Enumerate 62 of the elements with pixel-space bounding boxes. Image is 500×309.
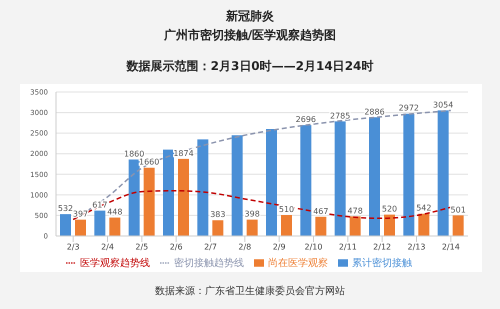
bar bbox=[403, 114, 414, 236]
x-tick-label: 2/13 bbox=[408, 242, 426, 252]
data-label: 542 bbox=[416, 204, 432, 213]
data-label: 520 bbox=[382, 204, 398, 214]
legend-label: 累计密切接触 bbox=[352, 258, 412, 269]
bar bbox=[144, 168, 155, 236]
data-label: 2696 bbox=[296, 115, 316, 124]
bar bbox=[197, 139, 208, 236]
data-label: 383 bbox=[210, 210, 226, 220]
x-tick-label: 2/8 bbox=[238, 242, 252, 252]
legend-label: 医学观察趋势线 bbox=[80, 258, 150, 269]
data-label: 510 bbox=[278, 205, 294, 214]
bar bbox=[281, 215, 292, 236]
chart-subtitle: 广州市密切接触/医学观察趋势图 bbox=[162, 27, 338, 44]
bar bbox=[94, 210, 106, 236]
bar bbox=[384, 214, 395, 236]
data-label: 3054 bbox=[432, 100, 454, 110]
source-note: 数据来源：广东省卫生健康委员会官方网站 bbox=[154, 284, 346, 298]
bar bbox=[212, 220, 224, 236]
line-series bbox=[72, 190, 452, 220]
bar bbox=[438, 110, 449, 236]
x-tick-label: 2/3 bbox=[66, 242, 80, 252]
data-label: 448 bbox=[107, 208, 122, 217]
bar bbox=[109, 218, 120, 236]
bar bbox=[163, 150, 174, 236]
data-label: 501 bbox=[450, 205, 466, 214]
bar bbox=[369, 117, 380, 236]
bar bbox=[60, 214, 71, 236]
bar bbox=[266, 129, 277, 236]
bar bbox=[232, 135, 243, 236]
data-label: 2886 bbox=[364, 107, 385, 116]
x-tick-label: 2/9 bbox=[272, 242, 286, 252]
bar bbox=[350, 216, 361, 236]
data-label: 1660 bbox=[138, 158, 160, 167]
bar bbox=[418, 214, 430, 236]
bar bbox=[300, 125, 312, 236]
x-tick-label: 2/6 bbox=[170, 242, 183, 252]
x-tick-label: 2/14 bbox=[442, 242, 460, 252]
legend-label: 密切接触趋势线 bbox=[174, 258, 244, 269]
chart-title: 新冠肺炎 bbox=[225, 8, 275, 25]
data-label: 1874 bbox=[173, 148, 194, 158]
x-tick-label: 2/4 bbox=[101, 242, 114, 252]
bar bbox=[452, 215, 464, 236]
data-label: 2785 bbox=[330, 111, 350, 120]
legend-label: 尚在医学观察 bbox=[268, 258, 328, 269]
x-tick-label: 2/12 bbox=[373, 242, 392, 252]
x-tick-label: 2/5 bbox=[135, 242, 148, 252]
x-tick-label: 2/10 bbox=[304, 242, 322, 252]
x-tick-label: 2/11 bbox=[338, 242, 357, 252]
text: 数据展示范围：2月3日0时——2月14日24时 bbox=[125, 58, 374, 75]
data-label: 398 bbox=[244, 210, 260, 219]
data-label: 1860 bbox=[124, 149, 144, 158]
x-tick-label: 2/7 bbox=[204, 242, 217, 252]
bar bbox=[334, 121, 346, 236]
bar bbox=[246, 220, 258, 236]
data-label: 532 bbox=[58, 204, 74, 214]
bar bbox=[128, 159, 140, 236]
bar bbox=[315, 216, 326, 236]
data-label: 2972 bbox=[398, 104, 420, 113]
data-label: 478 bbox=[348, 206, 363, 216]
bar bbox=[178, 158, 189, 236]
bar bbox=[75, 220, 86, 236]
